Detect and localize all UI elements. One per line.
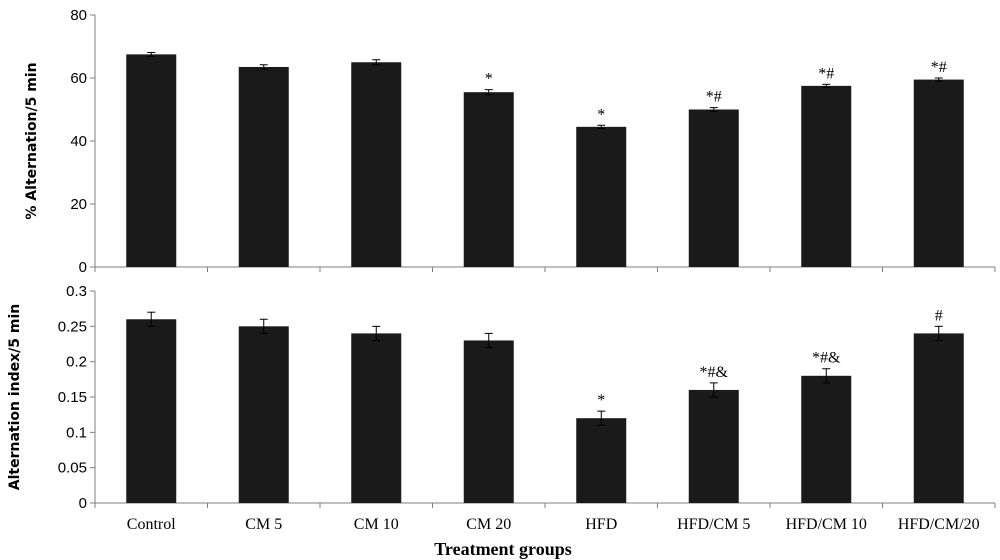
y-tick-label: 0.15 — [58, 389, 87, 406]
bar — [463, 92, 514, 267]
y-tick-label: 0 — [79, 259, 87, 276]
y-tick-label: 40 — [70, 133, 87, 150]
significance-label: *#& — [700, 364, 729, 381]
y-tick-label: 20 — [70, 196, 87, 213]
y-tick-label: 0 — [79, 495, 87, 512]
significance-label: *# — [818, 65, 834, 82]
y-tick-label: 60 — [70, 70, 87, 87]
y-axis-label: % Alternation/5 min — [24, 62, 40, 219]
x-axis-label: Treatment groups — [434, 539, 572, 559]
bar — [576, 418, 627, 503]
bar — [351, 62, 402, 267]
alternation-percent-chart: 0 20 40 60 80 * * *# *# *# % Alternation/5 min — [24, 7, 996, 276]
x-tick-label: HFD/CM/20 — [898, 516, 980, 533]
y-tick-label: 0.1 — [66, 424, 87, 441]
y-axis-label: Alternation index/5 min — [7, 304, 23, 490]
significance-label: * — [597, 392, 605, 409]
significance-label: *# — [706, 89, 722, 106]
bar — [801, 85, 852, 267]
x-tick-label: Control — [127, 516, 176, 533]
y-tick-label: 0.05 — [58, 460, 87, 477]
x-tick-label: CM 10 — [354, 516, 399, 533]
bar — [913, 333, 964, 503]
bar — [913, 79, 964, 267]
x-tick-label: HFD/CM 5 — [677, 516, 750, 533]
significance-label: * — [485, 71, 493, 88]
significance-label: # — [935, 307, 943, 324]
significance-label: * — [597, 106, 605, 123]
alternation-index-chart: 0 0.05 0.1 0.15 0.2 0.25 0.3 Control CM 5 CM 10 CM… — [7, 283, 996, 559]
significance-label: *# — [931, 59, 947, 76]
bar — [238, 66, 289, 267]
y-tick-label: 80 — [70, 7, 87, 24]
bar — [688, 109, 739, 267]
bar — [688, 389, 739, 503]
bar — [801, 375, 852, 503]
y-tick-label: 0.25 — [58, 318, 87, 335]
bar — [126, 319, 177, 503]
x-tick-label: CM 20 — [466, 516, 511, 533]
significance-label: *#& — [812, 350, 841, 367]
bar — [463, 340, 514, 503]
bar — [126, 54, 177, 267]
x-tick-label: CM 5 — [245, 516, 282, 533]
x-tick-label: HFD/CM 10 — [786, 516, 867, 533]
bar — [576, 126, 627, 267]
bar — [238, 326, 289, 503]
bar — [351, 333, 402, 503]
y-tick-label: 0.3 — [66, 283, 87, 300]
x-tick-label: HFD — [585, 516, 617, 533]
y-tick-label: 0.2 — [66, 354, 87, 371]
